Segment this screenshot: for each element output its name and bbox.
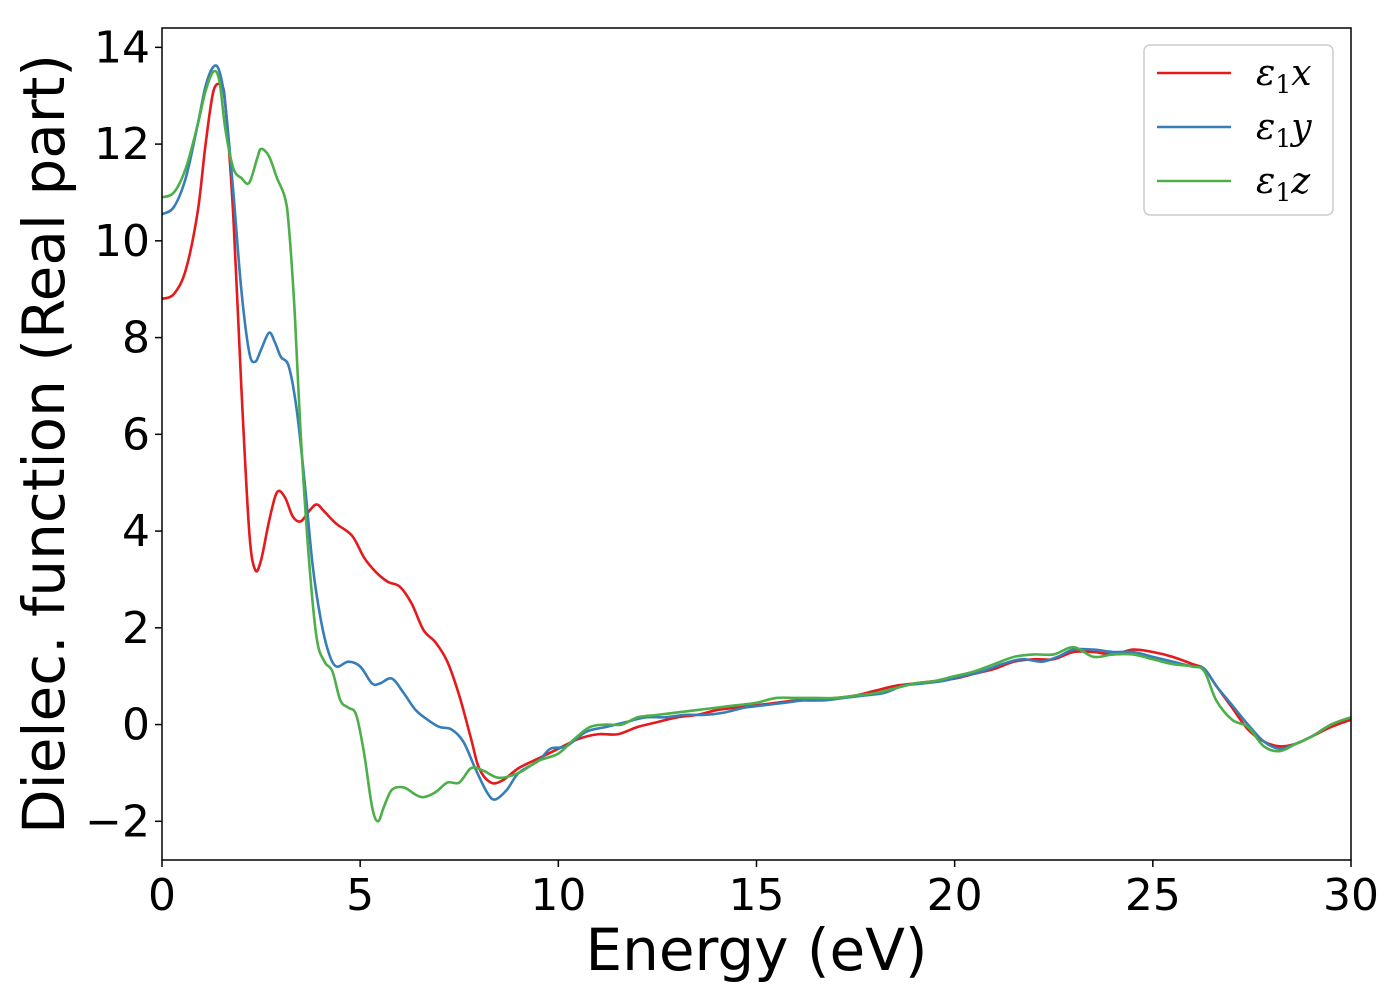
legend-label-x: ε1x [1256,53,1312,99]
x-axis-title: Energy (eV) [585,916,927,984]
legend-box [1143,44,1334,216]
y-axis: −2 0 2 4 6 8 10 12 14 [85,22,162,847]
y-tick-label: 8 [122,313,150,364]
y-tick-label: 10 [94,216,150,267]
x-tick-label: 20 [927,870,983,921]
x-tick-label: 15 [729,870,785,921]
legend-label-z: ε1z [1256,161,1311,207]
y-axis-title: Dielec. function (Real part) [10,54,78,834]
plot-area [162,64,1351,823]
y-tick-label: 2 [122,603,150,654]
legend-label-y: ε1y [1256,107,1312,153]
series-line-z [162,69,1351,823]
x-tick-label: 0 [148,870,176,921]
y-tick-label: 6 [122,409,150,460]
x-tick-label: 5 [346,870,374,921]
x-axis: 0 5 10 15 20 25 30 [148,860,1379,921]
y-tick-label: 12 [94,119,150,170]
x-tick-label: 30 [1323,870,1379,921]
y-tick-label: 4 [122,506,150,557]
y-tick-label: 0 [122,700,150,751]
x-tick-label: 25 [1125,870,1181,921]
x-tick-label: 10 [530,870,586,921]
y-tick-label: 14 [94,22,150,73]
y-tick-label: −2 [85,796,150,847]
legend: ε1x ε1y ε1z [1143,44,1334,216]
